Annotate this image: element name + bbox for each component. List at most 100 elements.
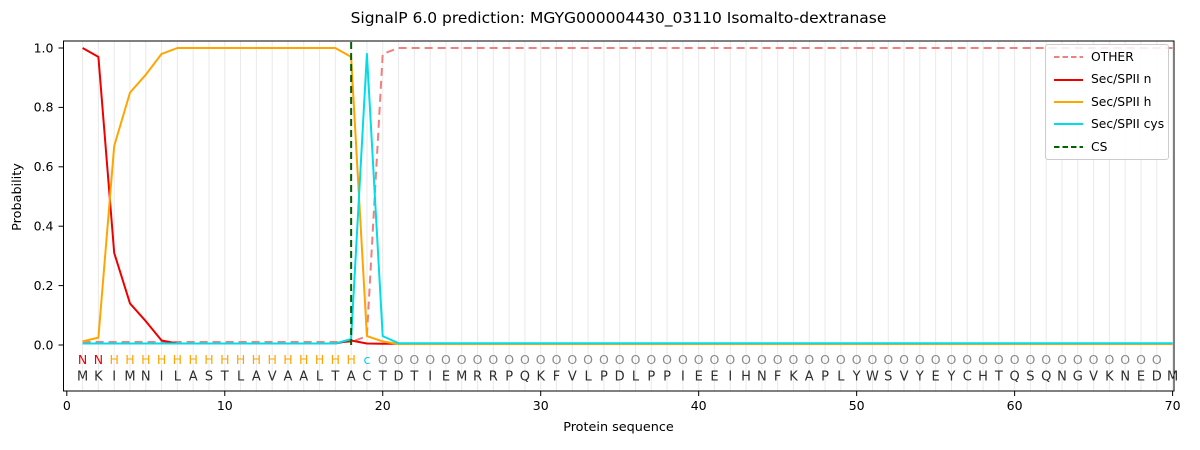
annotation-letter: O xyxy=(978,352,988,367)
residue-letter: C xyxy=(963,370,972,385)
residue-letter: V xyxy=(268,370,277,385)
annotation-letter: O xyxy=(804,352,814,367)
x-axis-label: Protein sequence xyxy=(563,420,674,435)
residue-letter: M xyxy=(124,370,135,385)
residue-letter: T xyxy=(994,370,1003,385)
residue-letter: L xyxy=(237,370,245,385)
annotation-letter: H xyxy=(204,352,213,367)
annotation-letter: H xyxy=(236,352,245,367)
residue-letter: T xyxy=(330,370,339,385)
y-axis-ticks: 0.0 0.2 0.4 0.6 0.8 1.0 xyxy=(34,40,64,352)
residue-letter: M xyxy=(456,370,467,385)
annotation-letter: H xyxy=(315,352,324,367)
annotation-letter: O xyxy=(836,352,846,367)
annotation-letter: O xyxy=(1152,352,1162,367)
x-tick-label: 30 xyxy=(533,398,549,413)
residue-letter: K xyxy=(1105,370,1114,385)
annotation-letter: O xyxy=(599,352,609,367)
legend-item-label: Sec/SPII h xyxy=(1091,94,1152,109)
gridlines xyxy=(82,41,1174,391)
legend-item-label: Sec/SPII n xyxy=(1091,72,1152,87)
annotation-letter: H xyxy=(141,352,150,367)
residue-letter: T xyxy=(409,370,418,385)
residue-letter: I xyxy=(428,370,432,385)
annotation-letter: O xyxy=(394,352,404,367)
residue-letter: L xyxy=(174,370,182,385)
residue-letter: H xyxy=(741,370,751,385)
residue-letter: A xyxy=(284,370,293,385)
residue-letter: L xyxy=(837,370,845,385)
annotation-letter: O xyxy=(931,352,941,367)
legend: OTHER Sec/SPII n Sec/SPII h Sec/SPII cys CS xyxy=(1045,44,1169,160)
annotation-letter: O xyxy=(820,352,830,367)
annotation-letter: O xyxy=(615,352,625,367)
annotation-letter: O xyxy=(1041,352,1051,367)
residue-letter: F xyxy=(774,370,781,385)
x-tick-label: 50 xyxy=(849,398,865,413)
legend-line-sample xyxy=(1054,100,1083,103)
residue-letter: C xyxy=(362,370,371,385)
residue-letter: E xyxy=(932,370,940,385)
residue-letter: W xyxy=(866,370,879,385)
residue-letter: F xyxy=(553,370,560,385)
y-tick-label: 0.6 xyxy=(34,159,54,174)
residue-letter: S xyxy=(884,370,892,385)
residue-letter: Q xyxy=(1041,370,1051,385)
annotation-letter: O xyxy=(552,352,562,367)
residue-letter: L xyxy=(584,370,592,385)
annotation-letter: N xyxy=(94,352,103,367)
annotation-letter: O xyxy=(710,352,720,367)
annotation-letter: O xyxy=(567,352,577,367)
annotation-letter: O xyxy=(725,352,735,367)
annotation-letter: H xyxy=(220,352,229,367)
y-tick-label: 1.0 xyxy=(34,40,54,55)
legend-item-sec-spii-h: Sec/SPII h xyxy=(1053,96,1161,108)
y-tick-label: 0.2 xyxy=(34,278,54,293)
residue-letter: Q xyxy=(1010,370,1020,385)
x-tick-label: 10 xyxy=(217,398,233,413)
annotation-letter: O xyxy=(1057,352,1067,367)
annotation-letter: O xyxy=(1025,352,1035,367)
annotation-letter: O xyxy=(883,352,893,367)
annotation-letter: O xyxy=(646,352,656,367)
annotation-letter: O xyxy=(441,352,451,367)
legend-item-label: OTHER xyxy=(1091,50,1134,64)
y-tick-label: 0.0 xyxy=(34,337,54,352)
residue-letter: A xyxy=(347,370,356,385)
annotation-letter: O xyxy=(994,352,1004,367)
annotation-letter: O xyxy=(425,352,435,367)
y-tick-label: 0.4 xyxy=(34,219,54,234)
legend-item-label: CS xyxy=(1091,139,1108,154)
residue-letter: P xyxy=(647,370,655,385)
residue-letter: P xyxy=(600,370,608,385)
annotation-letter: O xyxy=(1010,352,1020,367)
annotation-letter: O xyxy=(1136,352,1146,367)
series-sec-spii-n xyxy=(82,47,1173,345)
residue-letter: A xyxy=(252,370,261,385)
residue-letter: A xyxy=(805,370,814,385)
residue-letter: Q xyxy=(520,370,530,385)
annotation-letter: O xyxy=(1104,352,1114,367)
annotation-letter: H xyxy=(173,352,182,367)
annotation-letter: O xyxy=(962,352,972,367)
residue-letter: A xyxy=(299,370,308,385)
annotation-letter: H xyxy=(125,352,134,367)
annotation-letter: O xyxy=(583,352,593,367)
annotation-letter: O xyxy=(409,352,419,367)
residue-letter: T xyxy=(378,370,387,385)
annotation-letter: O xyxy=(852,352,862,367)
x-tick-label: 0 xyxy=(63,398,71,413)
residue-letter: M xyxy=(77,370,88,385)
residue-letter: D xyxy=(1152,370,1162,385)
residue-letter: K xyxy=(94,370,103,385)
annotation-letter: H xyxy=(299,352,308,367)
residue-letter: K xyxy=(789,370,798,385)
residue-letter: L xyxy=(632,370,640,385)
residue-letter: I xyxy=(112,370,116,385)
residue-letter: S xyxy=(205,370,213,385)
chart-title: SignalP 6.0 prediction: MGYG000004430_03… xyxy=(350,9,887,27)
x-tick-label: 20 xyxy=(375,398,391,413)
